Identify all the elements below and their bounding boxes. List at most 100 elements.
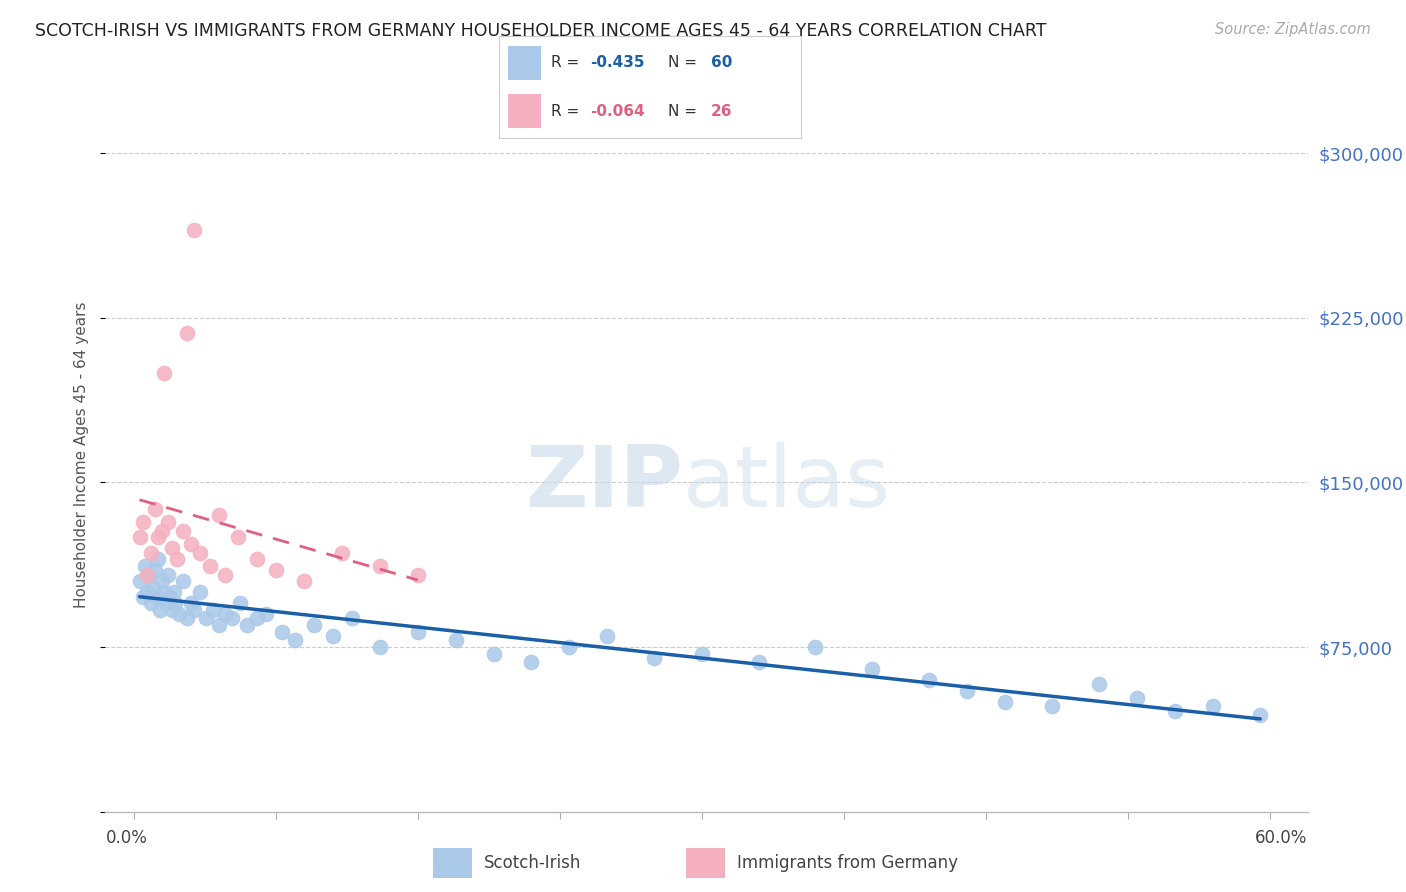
Point	[956, 684, 979, 698]
Point	[208, 618, 231, 632]
Point	[1088, 677, 1111, 691]
Y-axis label: Householder Income Ages 45 - 64 years: Householder Income Ages 45 - 64 years	[75, 301, 90, 608]
Point	[155, 596, 177, 610]
Point	[1040, 699, 1063, 714]
Text: 60.0%: 60.0%	[1256, 829, 1308, 847]
Point	[246, 552, 269, 566]
Point	[139, 546, 162, 560]
Point	[183, 223, 205, 237]
Text: Source: ZipAtlas.com: Source: ZipAtlas.com	[1215, 22, 1371, 37]
Point	[284, 633, 307, 648]
Point	[226, 530, 249, 544]
Point	[160, 541, 183, 556]
Text: -0.435: -0.435	[591, 55, 644, 70]
Point	[994, 695, 1017, 709]
Point	[148, 552, 170, 566]
Point	[214, 607, 236, 621]
Point	[520, 656, 543, 670]
Point	[444, 633, 467, 648]
Point	[143, 501, 166, 516]
Bar	[508, 45, 541, 79]
Text: 0.0%: 0.0%	[105, 829, 148, 847]
Point	[150, 524, 173, 538]
Text: ZIP: ZIP	[524, 442, 682, 525]
Point	[145, 590, 167, 604]
Text: atlas: atlas	[682, 442, 890, 525]
Point	[136, 567, 159, 582]
Point	[128, 574, 150, 589]
Point	[302, 618, 325, 632]
Point	[128, 530, 150, 544]
Point	[860, 662, 883, 676]
Point	[596, 629, 619, 643]
Text: -0.064: -0.064	[591, 103, 644, 119]
Point	[180, 596, 202, 610]
Point	[149, 603, 172, 617]
Point	[340, 611, 363, 625]
Point	[918, 673, 941, 687]
Point	[132, 590, 155, 604]
Point	[194, 611, 217, 625]
Point	[214, 567, 236, 582]
Text: Scotch-Irish: Scotch-Irish	[484, 855, 581, 872]
Point	[406, 624, 429, 639]
Point	[134, 558, 156, 573]
Text: R =: R =	[551, 103, 583, 119]
Point	[153, 585, 176, 599]
Point	[188, 546, 211, 560]
Point	[132, 515, 155, 529]
Point	[236, 618, 259, 632]
Point	[183, 603, 205, 617]
Bar	[433, 848, 472, 879]
Point	[139, 596, 162, 610]
Point	[176, 326, 198, 340]
Point	[368, 640, 391, 654]
Point	[804, 640, 827, 654]
Point	[748, 656, 770, 670]
Point	[165, 596, 187, 610]
Point	[202, 603, 225, 617]
Point	[558, 640, 581, 654]
Bar	[686, 848, 725, 879]
Point	[166, 552, 188, 566]
Point	[208, 508, 231, 523]
Point	[406, 567, 429, 582]
Point	[172, 574, 194, 589]
Point	[264, 563, 287, 577]
Point	[229, 596, 252, 610]
Point	[176, 611, 198, 625]
Point	[160, 603, 183, 617]
Point	[1164, 704, 1187, 718]
Point	[153, 366, 176, 380]
Text: R =: R =	[551, 55, 583, 70]
Bar	[508, 95, 541, 128]
Text: SCOTCH-IRISH VS IMMIGRANTS FROM GERMANY HOUSEHOLDER INCOME AGES 45 - 64 YEARS CO: SCOTCH-IRISH VS IMMIGRANTS FROM GERMANY …	[35, 22, 1046, 40]
Text: 60: 60	[710, 55, 733, 70]
Point	[330, 546, 353, 560]
Point	[148, 530, 170, 544]
Point	[172, 524, 194, 538]
Point	[198, 558, 221, 573]
Point	[150, 574, 173, 589]
Point	[482, 647, 505, 661]
Point	[221, 611, 243, 625]
Point	[180, 537, 202, 551]
Point	[159, 590, 181, 604]
Text: N =: N =	[668, 55, 702, 70]
Point	[254, 607, 277, 621]
Text: Immigrants from Germany: Immigrants from Germany	[737, 855, 957, 872]
Text: 26: 26	[710, 103, 733, 119]
Point	[156, 515, 179, 529]
Point	[643, 651, 665, 665]
Point	[368, 558, 391, 573]
Point	[292, 574, 315, 589]
Point	[143, 563, 166, 577]
Point	[270, 624, 292, 639]
Point	[1202, 699, 1225, 714]
Point	[162, 585, 184, 599]
Point	[246, 611, 269, 625]
Point	[690, 647, 713, 661]
Point	[322, 629, 344, 643]
Point	[136, 585, 159, 599]
Point	[169, 607, 191, 621]
